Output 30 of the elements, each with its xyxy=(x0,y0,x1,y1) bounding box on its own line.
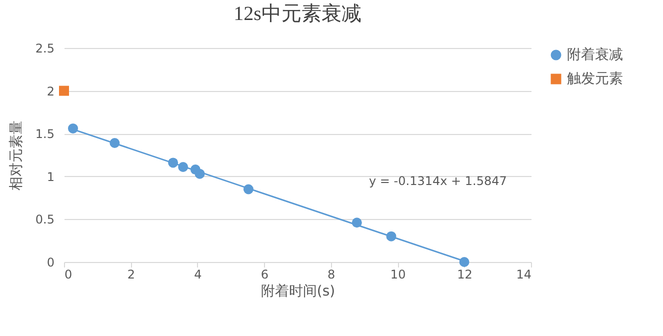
y-tick-label: 0 xyxy=(46,256,54,270)
x-tick-label: 10 xyxy=(390,268,406,282)
point xyxy=(386,231,396,242)
x-tick-label: 4 xyxy=(194,268,202,282)
point xyxy=(168,158,178,168)
point xyxy=(178,162,188,172)
y-axis-title: 相对元素量 xyxy=(8,120,24,190)
x-tick-label: 12 xyxy=(457,268,472,282)
x-tick-label: 14 xyxy=(516,268,532,282)
annotation: y = -0.1314x + 1.5847 xyxy=(369,174,507,188)
point xyxy=(243,184,254,194)
point xyxy=(352,218,362,228)
x-axis-title: 附着时间(s) xyxy=(260,284,336,300)
x-tick-label: 6 xyxy=(260,268,268,282)
chart-title: 12s中元素衰减 xyxy=(234,3,362,25)
point xyxy=(59,86,69,96)
point xyxy=(194,168,205,179)
y-tick-label: 1.5 xyxy=(35,127,54,142)
point xyxy=(68,123,78,134)
y-tick-label: 1 xyxy=(46,170,54,184)
point xyxy=(110,138,120,148)
y-tick-label: 0.5 xyxy=(35,212,54,227)
x-tick-label: 0 xyxy=(64,268,72,282)
x-tick-label: 2 xyxy=(127,268,136,282)
y-tick-label: 2 xyxy=(46,84,54,98)
legend-label: 附着衰减 xyxy=(567,47,623,63)
point xyxy=(459,257,470,267)
x-tick-label: 8 xyxy=(328,268,336,282)
y-tick-label: 2.5 xyxy=(35,42,54,56)
legend-label: 触发元素 xyxy=(567,71,623,87)
